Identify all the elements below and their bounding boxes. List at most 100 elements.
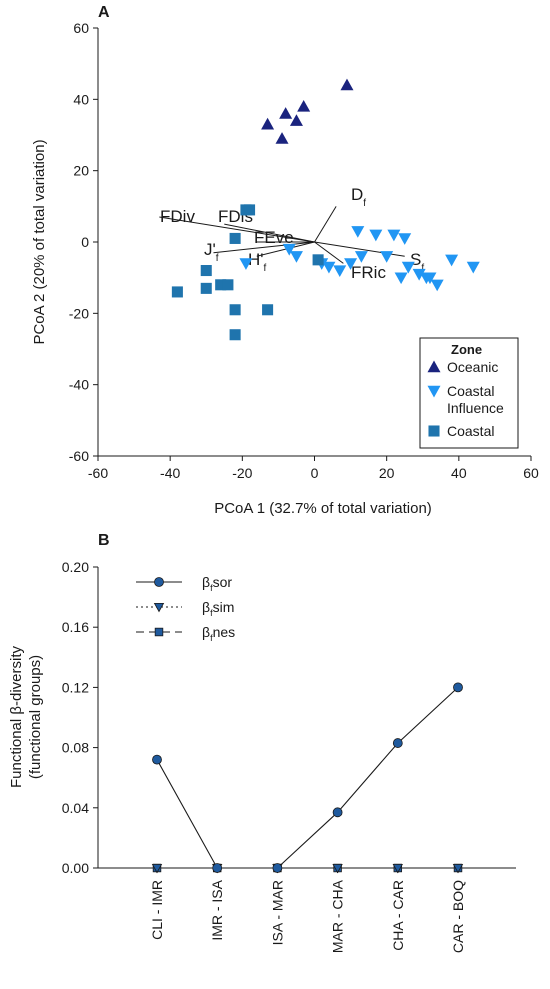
b-x-tick-label-3: MAR - CHA [330, 879, 346, 953]
point-coastal_influence-11 [387, 229, 401, 242]
legend-marker-sim [153, 603, 165, 613]
point-coastal_influence-14 [401, 261, 415, 274]
panel-a-letter: A [98, 4, 110, 21]
point-coastal_influence-18 [430, 279, 444, 292]
point-coastal_influence-12 [394, 272, 408, 285]
vector-label-6: FRic [351, 263, 386, 282]
point-sim-3 [332, 864, 343, 874]
legend-label-coastal-0: Coastal [447, 423, 494, 439]
vector-label-0: FDiv [160, 207, 195, 226]
point-coastal_influence-15 [412, 268, 426, 281]
point-coastal-5 [229, 232, 241, 244]
legend-label-oceanic-0: Oceanic [447, 359, 498, 375]
point-oceanic-0 [261, 117, 275, 130]
point-oceanic-2 [279, 107, 293, 119]
point-coastal_influence-8 [354, 251, 368, 263]
point-coastal_influence-9 [369, 229, 383, 242]
point-coastal-10 [262, 304, 274, 316]
panel-b: B 0.00 0.04 0.08 0.12 0.16 0.20 CLI - IMR IMR -… [8, 532, 516, 953]
vector-line-1 [224, 223, 315, 243]
b-y-tick-label-2: 0.08 [62, 740, 89, 756]
panel-a-x-axis-label: PCoA 1 (32.7% of total variation) [214, 500, 432, 517]
legend-marker-sor [154, 577, 164, 587]
vector-label-7: Sf [410, 250, 424, 274]
legend-marker-coastal_influence [427, 385, 441, 398]
point-coastal_influence-17 [423, 272, 437, 285]
series-line-sor [156, 686, 459, 869]
y-tick-label-4: 20 [73, 163, 89, 179]
y-tick-label-6: 60 [73, 20, 89, 36]
b-x-tick-label-2: ISA - MAR [269, 880, 285, 945]
point-sim-0 [151, 864, 163, 874]
legend-label-sor: βfsor [202, 574, 232, 593]
point-coastal_influence-0 [239, 258, 253, 270]
point-coastal-1 [200, 265, 212, 277]
b-x-tick-label-5: CAR - BOQ [450, 880, 466, 953]
panel-a-y-axis-label: PCoA 2 (20% of total variation) [31, 139, 48, 344]
x-tick-label-3: 0 [311, 465, 319, 481]
point-coastal_influence-20 [466, 261, 480, 274]
point-sor-2 [272, 863, 283, 873]
panel-b-y-axis-label-line2: (functional groups) [27, 655, 44, 779]
point-coastal_influence-19 [445, 254, 459, 267]
legend-label-sim: βfsim [202, 599, 234, 618]
point-coastal-2 [200, 282, 212, 294]
legend-marker-nes [154, 627, 164, 637]
panel-b-y-axis-label-line1: Functional β-diversity [8, 645, 25, 788]
point-coastal-4 [222, 279, 234, 291]
point-sor-1 [212, 863, 223, 873]
point-oceanic-5 [340, 78, 354, 91]
point-oceanic-1 [275, 132, 289, 144]
b-y-tick-label-1: 0.04 [62, 800, 89, 816]
point-coastal_influence-13 [398, 233, 412, 245]
legend-label-coastal_influence-0: Coastal [447, 383, 494, 399]
point-coastal_influence-5 [333, 265, 347, 278]
b-y-tick-label-0: 0.00 [62, 860, 89, 876]
legend-label-nes: βfnes [202, 624, 235, 643]
panel-b-letter: B [98, 532, 110, 549]
point-coastal-7 [229, 329, 241, 341]
point-coastal-11 [312, 254, 324, 266]
x-tick-label-2: -20 [232, 465, 252, 481]
b-x-tick-label-1: IMR - ISA [209, 879, 225, 940]
point-sor-4 [392, 738, 403, 748]
panel-b-legend: βfsor βfsim βfnes [136, 574, 235, 643]
y-tick-label-1: -40 [69, 377, 89, 393]
point-coastal_influence-1 [282, 243, 296, 256]
vector-line-5 [314, 206, 337, 243]
point-coastal-3 [215, 279, 227, 291]
legend-title: Zone [451, 342, 482, 357]
vector-line-6 [314, 241, 344, 264]
b-y-tick-label-4: 0.16 [62, 619, 89, 635]
legend-label-coastal_influence-1: Influence [447, 400, 504, 416]
point-coastal_influence-7 [351, 226, 365, 238]
x-tick-label-6: 60 [523, 465, 539, 481]
point-sim-5 [452, 864, 464, 874]
legend-marker-oceanic [427, 360, 441, 373]
y-tick-label-0: -60 [69, 448, 89, 464]
point-coastal-0 [171, 286, 183, 298]
point-coastal_influence-6 [344, 258, 358, 270]
point-sim-4 [392, 864, 403, 874]
point-sor-0 [152, 754, 162, 765]
b-y-tick-label-5: 0.20 [62, 559, 89, 575]
point-coastal_influence-10 [380, 251, 394, 263]
y-tick-label-3: 0 [81, 234, 89, 250]
point-coastal-6 [229, 304, 241, 316]
b-x-tick-label-4: CHA - CAR [390, 880, 406, 951]
vector-label-2: FEve [254, 228, 294, 247]
y-tick-label-5: 40 [73, 91, 89, 107]
legend-marker-coastal [428, 425, 440, 437]
x-tick-label-0: -60 [88, 465, 108, 481]
point-oceanic-4 [297, 99, 311, 112]
point-sor-5 [453, 682, 463, 693]
vector-line-0 [159, 216, 315, 243]
y-tick-label-2: -20 [69, 305, 89, 321]
vector-line-3 [213, 241, 315, 254]
x-tick-label-5: 40 [451, 465, 467, 481]
point-coastal_influence-4 [322, 261, 336, 274]
vector-label-4: H'f [248, 250, 267, 274]
x-tick-label-1: -40 [160, 465, 180, 481]
